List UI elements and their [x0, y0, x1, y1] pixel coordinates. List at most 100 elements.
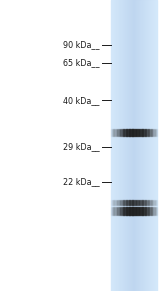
Bar — [145, 129, 146, 136]
Bar — [115, 0, 116, 291]
Bar — [137, 207, 138, 215]
Bar — [145, 200, 146, 205]
Bar — [117, 0, 118, 291]
Bar — [144, 200, 145, 205]
Bar — [127, 200, 128, 205]
Bar — [112, 200, 113, 205]
Bar — [114, 129, 115, 136]
Bar — [152, 200, 153, 205]
Bar — [114, 207, 115, 215]
Bar — [139, 207, 140, 215]
Bar — [140, 207, 141, 215]
Bar — [153, 0, 154, 291]
Bar — [154, 200, 155, 205]
Bar — [145, 0, 146, 291]
Bar — [127, 129, 128, 136]
Bar — [138, 129, 139, 136]
Bar — [138, 0, 139, 291]
Bar — [148, 0, 149, 291]
Bar — [114, 200, 115, 205]
Bar — [139, 129, 140, 136]
Bar — [130, 129, 131, 136]
Bar — [128, 129, 129, 136]
Bar — [136, 129, 137, 136]
Bar — [149, 0, 150, 291]
Bar — [149, 0, 150, 291]
Bar — [148, 207, 149, 215]
Bar — [131, 0, 132, 291]
Bar — [134, 0, 135, 291]
Bar — [116, 207, 117, 215]
Bar — [126, 207, 127, 215]
Bar — [132, 0, 133, 291]
Bar — [128, 200, 129, 205]
Text: 22 kDa__: 22 kDa__ — [63, 178, 99, 186]
Bar — [153, 129, 154, 136]
Bar — [124, 207, 125, 215]
Bar — [140, 200, 141, 205]
Bar — [116, 129, 117, 136]
Bar — [129, 207, 130, 215]
Bar — [126, 207, 127, 215]
Bar — [129, 0, 130, 291]
Bar — [152, 207, 153, 215]
Bar — [111, 200, 112, 205]
Bar — [134, 207, 135, 215]
Text: 90 kDa__: 90 kDa__ — [63, 41, 99, 49]
Bar — [132, 200, 133, 205]
Bar — [130, 200, 131, 205]
Bar — [148, 129, 149, 136]
Bar — [131, 200, 132, 205]
Bar — [137, 0, 138, 291]
Bar — [126, 200, 127, 205]
Bar — [139, 0, 140, 291]
Bar — [125, 200, 126, 205]
Bar — [155, 200, 156, 205]
Bar — [142, 129, 143, 136]
Bar — [135, 0, 136, 291]
Bar — [126, 129, 127, 136]
Bar — [132, 200, 133, 205]
Bar — [123, 0, 124, 291]
Bar — [142, 200, 143, 205]
Bar — [150, 200, 151, 205]
Text: 29 kDa__: 29 kDa__ — [63, 143, 99, 151]
Bar — [144, 207, 145, 215]
Bar — [135, 207, 136, 215]
Bar — [116, 200, 117, 205]
Bar — [128, 207, 129, 215]
Bar — [130, 207, 131, 215]
Bar — [150, 0, 151, 291]
Bar — [147, 129, 148, 136]
Bar — [134, 200, 135, 205]
Bar — [146, 0, 147, 291]
Bar — [156, 0, 157, 291]
Bar — [154, 0, 155, 291]
Bar — [122, 207, 123, 215]
Bar — [123, 200, 124, 205]
Bar — [140, 129, 141, 136]
Bar — [145, 207, 146, 215]
Bar — [137, 0, 138, 291]
Bar — [147, 0, 148, 291]
Bar — [153, 0, 154, 291]
Bar — [120, 0, 121, 291]
Bar — [112, 129, 113, 136]
Bar — [152, 0, 153, 291]
Bar — [116, 0, 117, 291]
Bar — [130, 0, 131, 291]
Bar — [119, 0, 120, 291]
Bar — [115, 200, 116, 205]
Bar — [132, 129, 133, 136]
Bar — [119, 200, 120, 205]
Bar — [126, 200, 127, 205]
Bar — [132, 207, 133, 215]
Bar — [143, 129, 144, 136]
Bar — [145, 129, 146, 136]
Bar — [129, 129, 130, 136]
Bar — [120, 207, 121, 215]
Bar — [144, 0, 145, 291]
Bar — [150, 207, 151, 215]
Bar — [135, 129, 136, 136]
Bar — [133, 0, 134, 291]
